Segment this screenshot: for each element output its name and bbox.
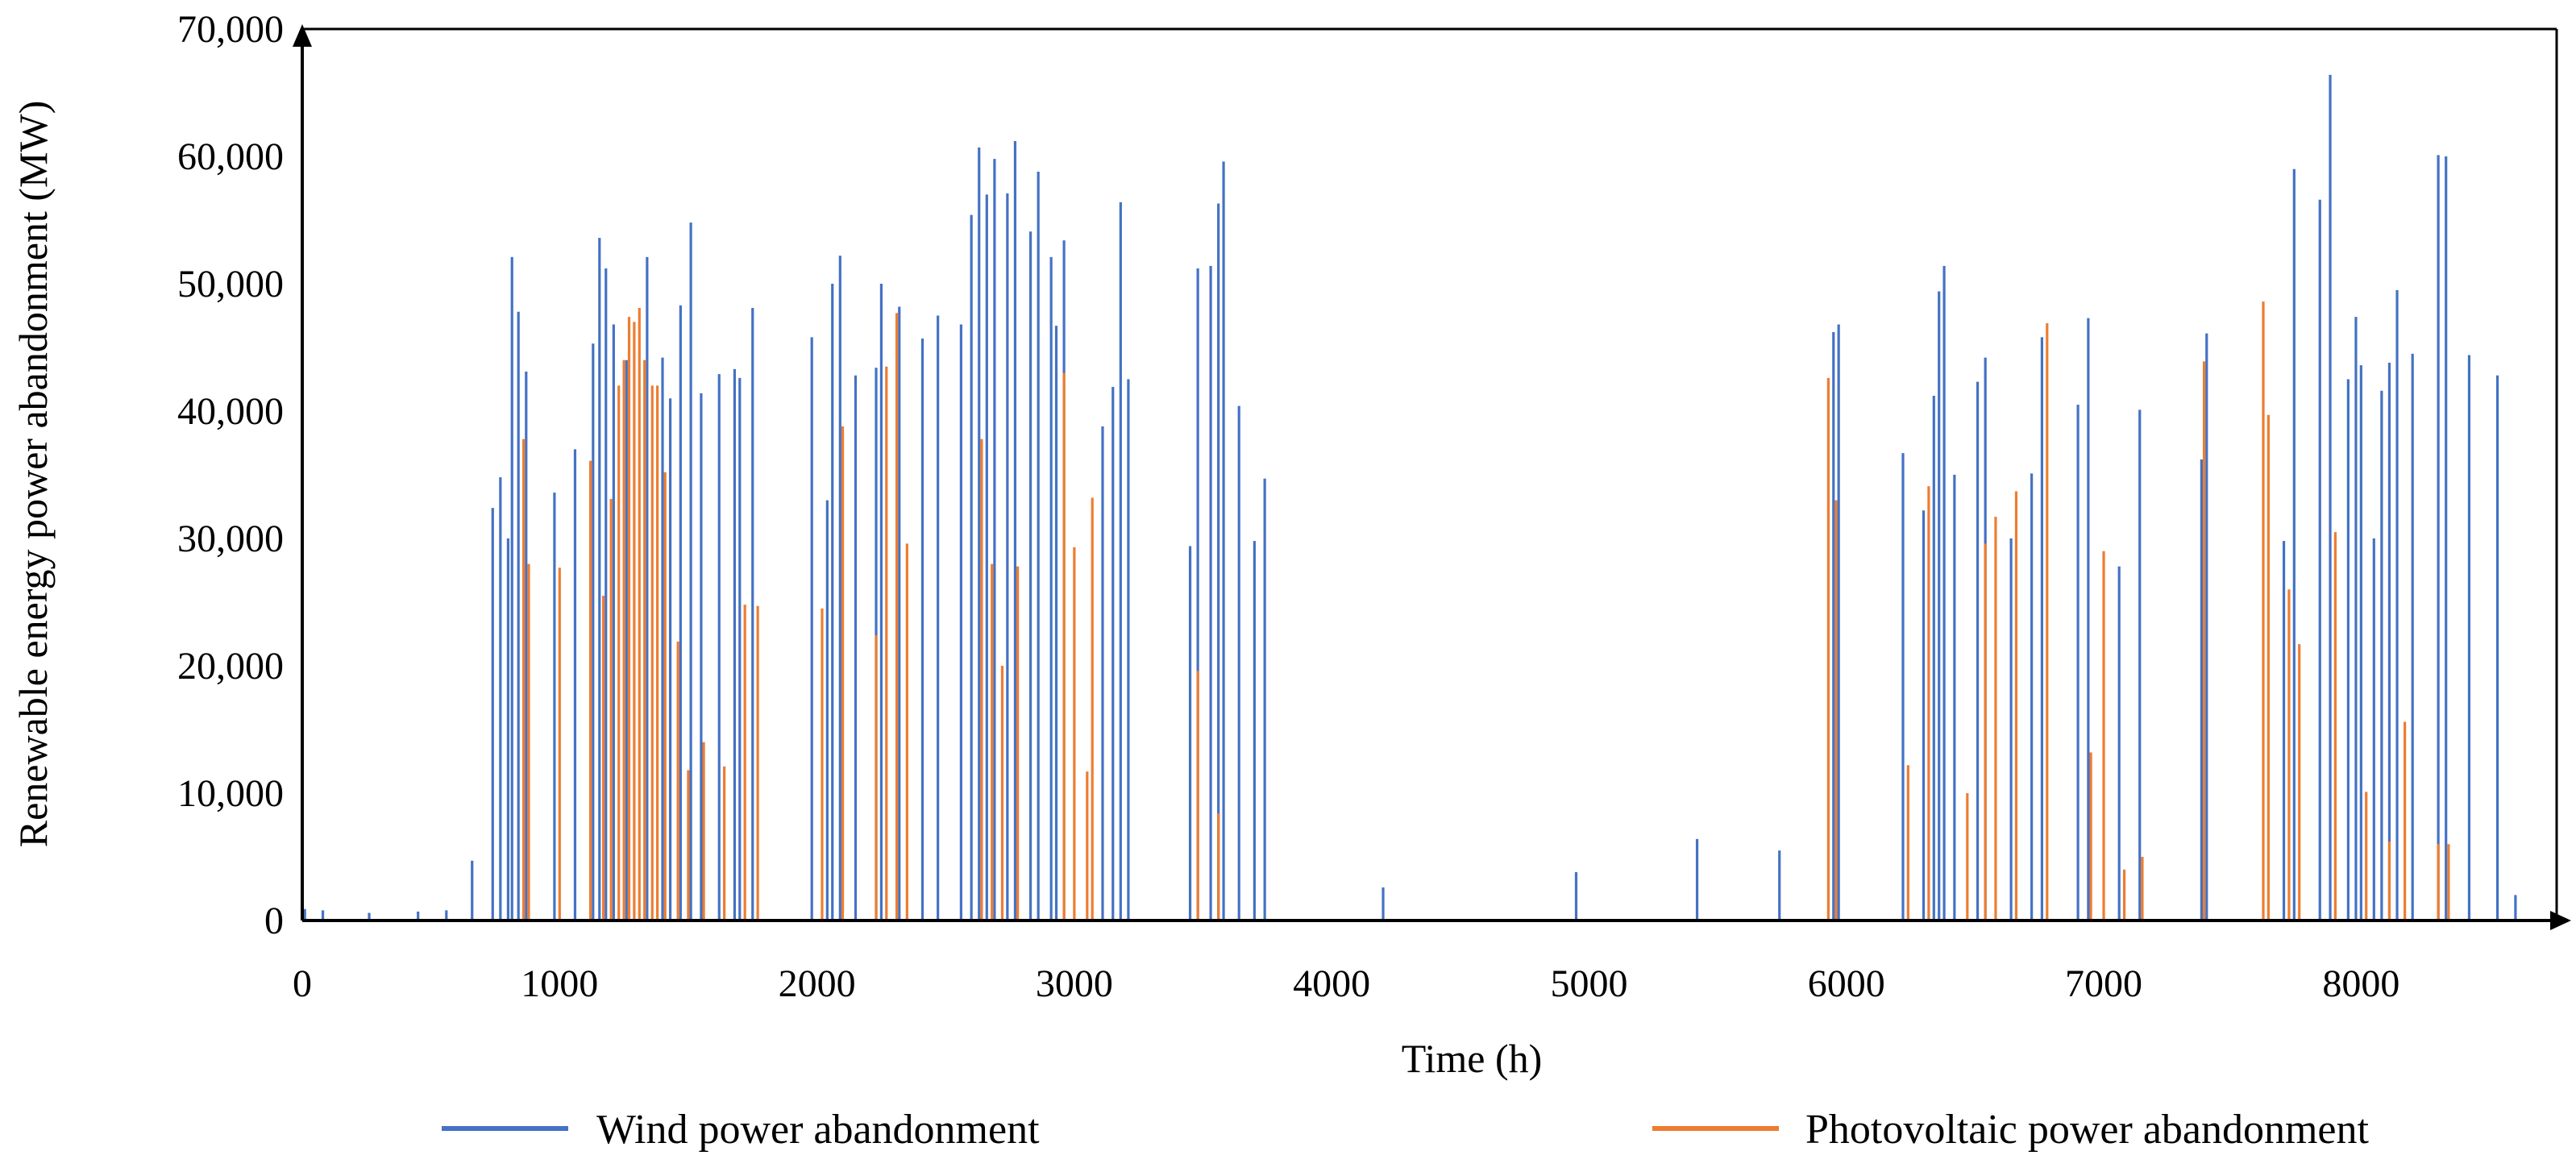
y-tick-label: 0 xyxy=(264,900,284,942)
legend: Wind power abandonment Photovoltaic powe… xyxy=(442,1107,2370,1153)
legend-label-wind: Wind power abandonment xyxy=(596,1107,1040,1153)
y-tick-label: 60,000 xyxy=(177,135,284,178)
x-tick-label: 6000 xyxy=(1808,962,1885,1005)
x-tick-label: 8000 xyxy=(2322,962,2399,1005)
y-tick-label: 10,000 xyxy=(177,772,284,815)
x-tick-label: 3000 xyxy=(1036,962,1113,1005)
legend-label-photovoltaic: Photovoltaic power abandonment xyxy=(1805,1107,2370,1153)
y-tick-label: 20,000 xyxy=(177,645,284,688)
x-axis-title: Time (h) xyxy=(1402,1036,1543,1081)
y-tick-label: 70,000 xyxy=(177,8,284,51)
x-tick-labels: 0 1000 2000 3000 4000 5000 6000 7000 8000 xyxy=(293,962,2399,1005)
x-tick-label: 0 xyxy=(293,962,312,1005)
x-tick-label: 1000 xyxy=(521,962,598,1005)
y-tick-label: 30,000 xyxy=(177,517,284,560)
y-axis-arrow-icon xyxy=(293,24,312,47)
series-wind xyxy=(303,74,2517,921)
legend-item-wind: Wind power abandonment xyxy=(442,1107,1040,1153)
legend-item-photovoltaic: Photovoltaic power abandonment xyxy=(1652,1107,2370,1153)
x-tick-label: 7000 xyxy=(2065,962,2142,1005)
y-tick-label: 50,000 xyxy=(177,263,284,305)
y-tick-labels: 0 10,000 20,000 30,000 40,000 50,000 60,000 70,… xyxy=(177,8,284,942)
plot-area xyxy=(293,24,2571,930)
x-tick-label: 4000 xyxy=(1293,962,1370,1005)
x-axis-arrow-icon xyxy=(2550,911,2571,930)
x-tick-label: 2000 xyxy=(779,962,856,1005)
x-tick-label: 5000 xyxy=(1550,962,1627,1005)
y-axis-title: Renewable energy power abandonment (MW) xyxy=(10,101,56,848)
series-layer xyxy=(303,74,2517,921)
series-photovoltaic xyxy=(521,301,2450,921)
y-tick-label: 40,000 xyxy=(177,390,284,433)
